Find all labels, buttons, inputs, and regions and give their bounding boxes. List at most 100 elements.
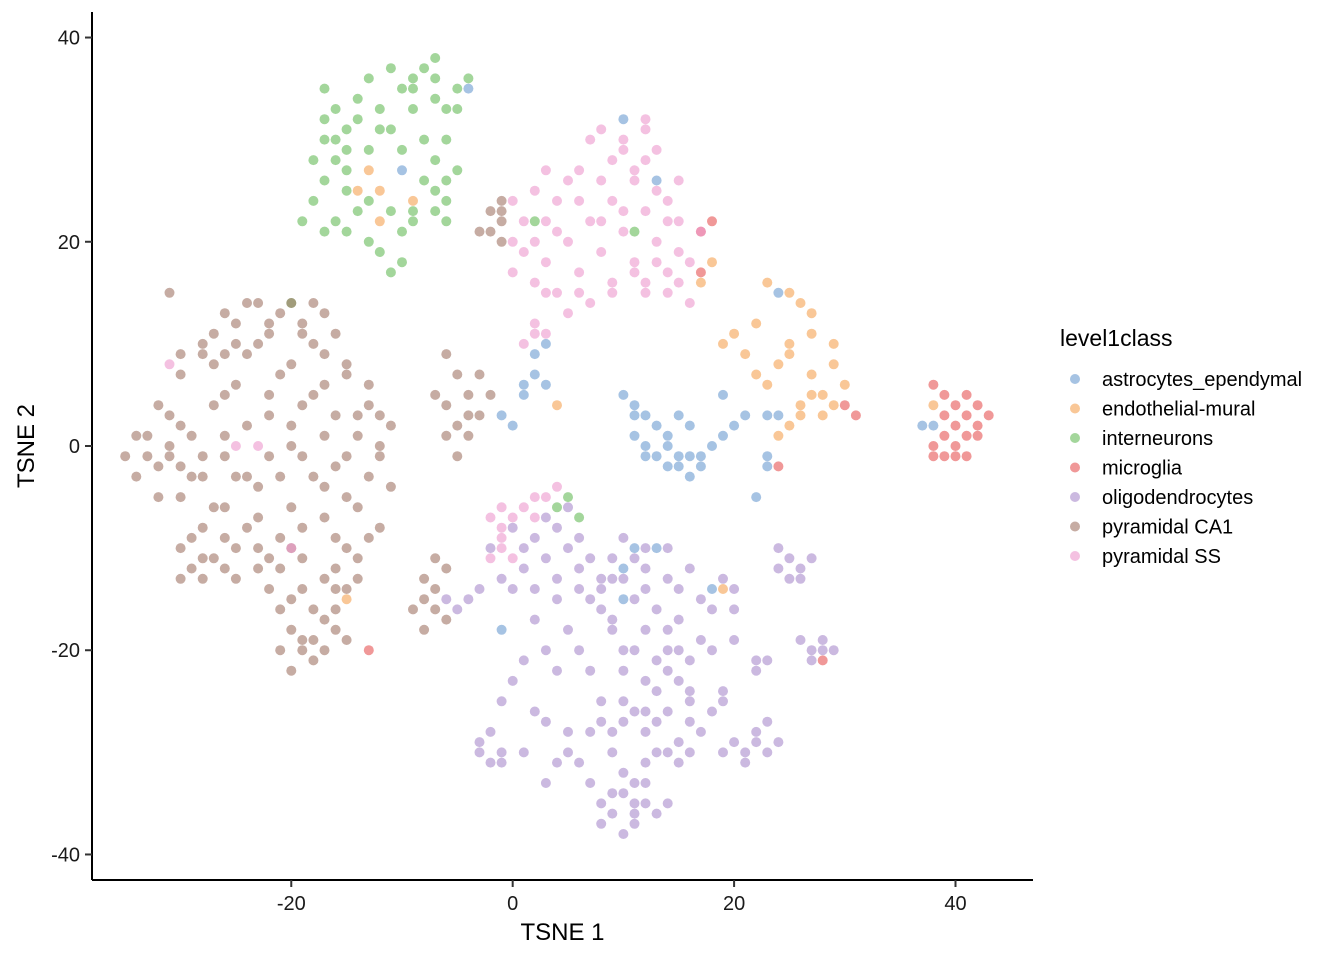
- point-microglia: [939, 451, 950, 462]
- point-microglia: [695, 267, 706, 278]
- point-oligodendrocytes: [662, 665, 673, 676]
- point-pyramidal-ss: [540, 287, 551, 298]
- point-pyramidal-ss: [485, 553, 496, 564]
- point-pyramidal-ca1: [253, 481, 264, 492]
- point-oligodendrocytes: [585, 778, 596, 788]
- point-oligodendrocytes: [452, 604, 463, 615]
- point-pyramidal-ss: [540, 328, 551, 339]
- point-pyramidal-ca1: [219, 389, 230, 400]
- point-oligodendrocytes: [496, 757, 507, 768]
- point-pyramidal-ca1: [253, 338, 264, 349]
- point-pyramidal-ss: [574, 165, 585, 176]
- point-interneurons: [319, 83, 330, 94]
- point-pyramidal-ss: [518, 216, 529, 227]
- point-pyramidal-ca1: [230, 573, 241, 584]
- point-oligodendrocytes: [596, 604, 607, 615]
- point-pyramidal-ca1: [164, 451, 175, 462]
- point-astrocytes-ependymal: [684, 451, 695, 462]
- point-oligodendrocytes: [651, 747, 662, 758]
- point-oligodendrocytes: [552, 594, 562, 605]
- point-endothelial-mural: [729, 328, 740, 339]
- point-astrocytes-ependymal: [540, 338, 551, 349]
- point-oligodendrocytes: [729, 737, 740, 748]
- point-oligodendrocytes: [784, 553, 795, 564]
- point-endothelial-mural: [695, 277, 706, 288]
- point-oligodendrocytes: [640, 706, 651, 717]
- point-microglia: [983, 410, 994, 421]
- point-pyramidal-ca1: [286, 502, 297, 513]
- point-oligodendrocytes: [762, 655, 773, 666]
- point-endothelial-mural: [928, 400, 939, 411]
- point-pyramidal-ca1: [197, 338, 208, 349]
- point-oligodendrocytes: [574, 645, 585, 656]
- point-oligodendrocytes: [684, 696, 695, 707]
- point-pyramidal-ca1: [275, 532, 286, 543]
- point-oligodendrocytes: [673, 614, 684, 625]
- point-microglia: [950, 400, 961, 411]
- point-pyramidal-ss: [607, 195, 618, 206]
- point-pyramidal-ca1: [374, 451, 385, 462]
- point-pyramidal-ca1: [164, 441, 175, 451]
- point-oligodendrocytes: [806, 553, 817, 564]
- point-pyramidal-ca1: [319, 573, 330, 584]
- point-pyramidal-ss: [507, 553, 518, 564]
- point-oligodendrocytes: [629, 818, 640, 829]
- point-oligodendrocytes: [529, 706, 540, 717]
- point-astrocytes-ependymal: [751, 492, 762, 503]
- point-oligodendrocytes: [574, 532, 585, 543]
- point-endothelial-mural: [817, 389, 828, 400]
- point-oligodendrocytes: [552, 573, 562, 584]
- point-pyramidal-ca1: [286, 420, 297, 431]
- point-pyramidal-ca1: [297, 635, 308, 645]
- point-interneurons: [629, 226, 640, 237]
- point-oligodendrocytes: [485, 726, 496, 737]
- point-oligodendrocytes: [563, 502, 573, 513]
- point-endothelial-mural: [817, 410, 828, 421]
- point-oligodendrocytes: [640, 584, 651, 594]
- point-pyramidal-ss: [607, 277, 618, 288]
- legend-label-interneurons: interneurons: [1102, 428, 1213, 450]
- point-interneurons: [374, 247, 385, 257]
- point-pyramidal-ss: [540, 216, 551, 227]
- point-astrocytes-ependymal: [762, 461, 773, 472]
- point-oligodendrocytes: [618, 665, 629, 676]
- point-pyramidal-ca1: [230, 338, 241, 349]
- point-endothelial-mural: [408, 195, 418, 206]
- point-oligodendrocytes: [629, 798, 640, 809]
- legend-items: astrocytes_ependymal endothelial-mural int…: [1070, 369, 1302, 568]
- y-tick-label: 40: [58, 28, 80, 50]
- point-oligodendrocytes: [695, 594, 706, 605]
- point-interneurons: [441, 216, 452, 227]
- legend-key-pyramidal-ss: [1070, 551, 1080, 561]
- point-pyramidal-ca1: [496, 216, 507, 227]
- x-axis-ticks: -20 0 20 40: [277, 880, 967, 915]
- point-pyramidal-ca1: [441, 349, 452, 360]
- point-oligodendrocytes: [540, 716, 551, 727]
- point-interneurons: [408, 83, 418, 94]
- point-interneurons: [330, 134, 341, 145]
- point-oligodendrocytes: [773, 563, 784, 574]
- point-pyramidal-ca1: [208, 359, 219, 370]
- point-pyramidal-ca1: [242, 420, 252, 431]
- point-oligodendrocytes: [618, 767, 629, 778]
- y-tick-label: -40: [51, 844, 80, 866]
- point-oligodendrocytes: [806, 655, 817, 666]
- point-interneurons: [352, 114, 363, 125]
- point-astrocytes-ependymal: [718, 430, 728, 441]
- point-oligodendrocytes: [695, 726, 706, 737]
- point-pyramidal-ca1: [219, 430, 230, 441]
- point-pyramidal-ca1: [230, 471, 241, 482]
- y-axis-ticks: -40 -20 0 20 40: [51, 28, 92, 866]
- point-oligodendrocytes: [640, 726, 651, 737]
- point-pyramidal-ss: [552, 195, 562, 206]
- point-pyramidal-ca1: [230, 379, 241, 390]
- point-endothelial-mural: [795, 410, 806, 421]
- point-pyramidal-ss: [574, 195, 585, 206]
- point-microglia: [972, 400, 983, 411]
- point-pyramidal-ca1: [374, 522, 385, 533]
- point-pyramidal-ss: [529, 328, 540, 339]
- point-astrocytes-ependymal: [762, 451, 773, 462]
- legend-label-microglia: microglia: [1102, 458, 1183, 480]
- point-pyramidal-ca1: [153, 461, 164, 472]
- point-pyramidal-ca1: [363, 471, 374, 482]
